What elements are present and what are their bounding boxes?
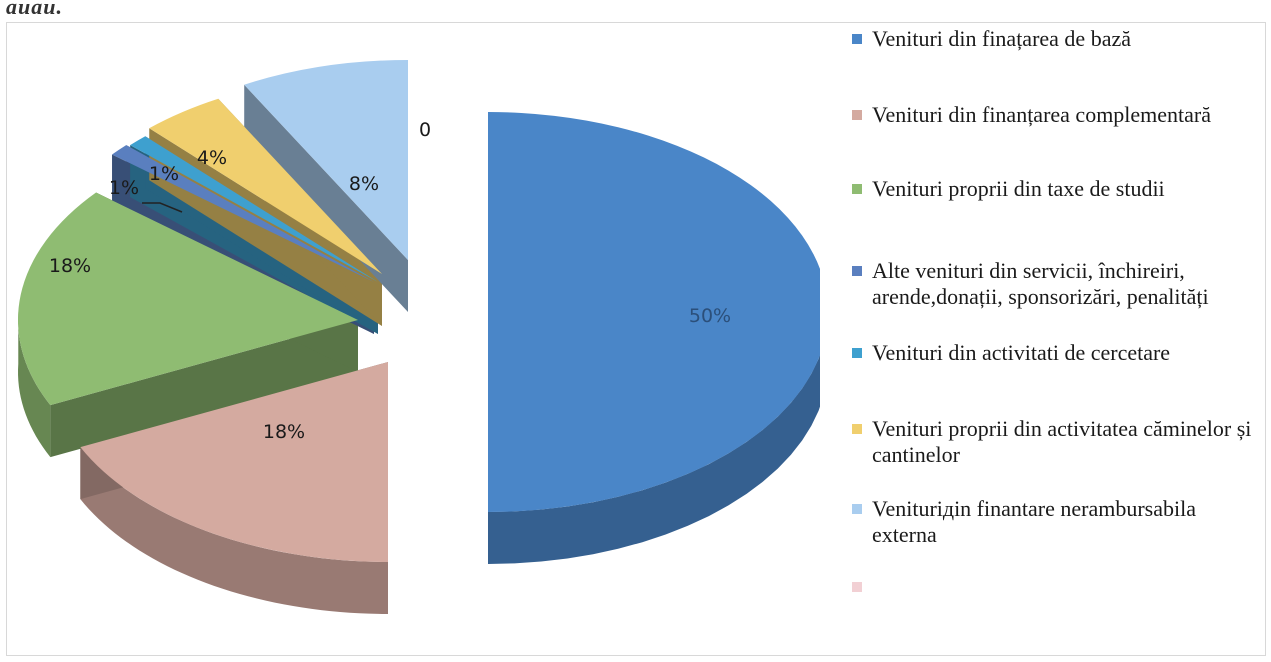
data-label-3: 1% [109, 177, 139, 199]
legend-label: Alte venituri din servicii, închireiri, … [872, 258, 1209, 309]
pie-slice-3 [112, 145, 374, 282]
legend-swatch [852, 348, 862, 358]
cut-off-heading-fragment: auau. [6, 0, 63, 19]
legend-swatch [852, 110, 862, 120]
pie-slice-2 [17, 192, 358, 406]
pie-slice-side-2 [18, 311, 51, 458]
pie-slice-wall-2-0 [50, 320, 359, 458]
pie-slice-side-0 [488, 354, 820, 564]
legend-swatch [852, 184, 862, 194]
pie-slice-1 [80, 362, 389, 562]
data-label-6: 8% [349, 173, 379, 195]
data-label-2: 18% [49, 255, 91, 277]
legend-label: Venituri proprii din activitatea căminel… [872, 416, 1252, 467]
pie-chart: 50% 18% 18% 1% 1% 4% 8% 0 [17, 60, 820, 614]
legend-label: Veniturідin finantare nerambursabila ext… [872, 496, 1196, 547]
data-label-4: 1% [149, 163, 179, 185]
legend-label: Venituri din activitati de cercetare [872, 340, 1171, 365]
data-label-0: 50% [689, 305, 731, 327]
pie-leader-lines [142, 202, 183, 213]
legend-label: Venituri din finanțarea complementară [872, 102, 1212, 127]
legend-swatch [852, 424, 862, 434]
legend-swatch [852, 34, 862, 44]
pie-top-layer [17, 60, 820, 562]
pie-slice-5 [149, 98, 382, 274]
data-label-5: 4% [197, 147, 227, 169]
legend-swatch [852, 504, 862, 514]
legend-label: Venituri proprii din taxe de studii [872, 176, 1165, 201]
legend-swatch [852, 266, 862, 276]
pie-slice-4 [130, 136, 378, 282]
leader-line [142, 202, 183, 213]
legend-label: Venituri din finațarea de bază [872, 26, 1131, 51]
pie-slice-0 [488, 112, 820, 512]
pie-slice-6 [244, 60, 408, 260]
pie-slice-side-1 [80, 447, 389, 614]
pie-data-labels: 50% 18% 18% 1% 1% 4% 8% 0 [49, 119, 731, 443]
pie-slice-wall-6-0 [244, 84, 408, 312]
data-label-7: 0 [419, 119, 431, 141]
data-label-1: 18% [263, 421, 305, 443]
legend-swatch [852, 582, 862, 592]
